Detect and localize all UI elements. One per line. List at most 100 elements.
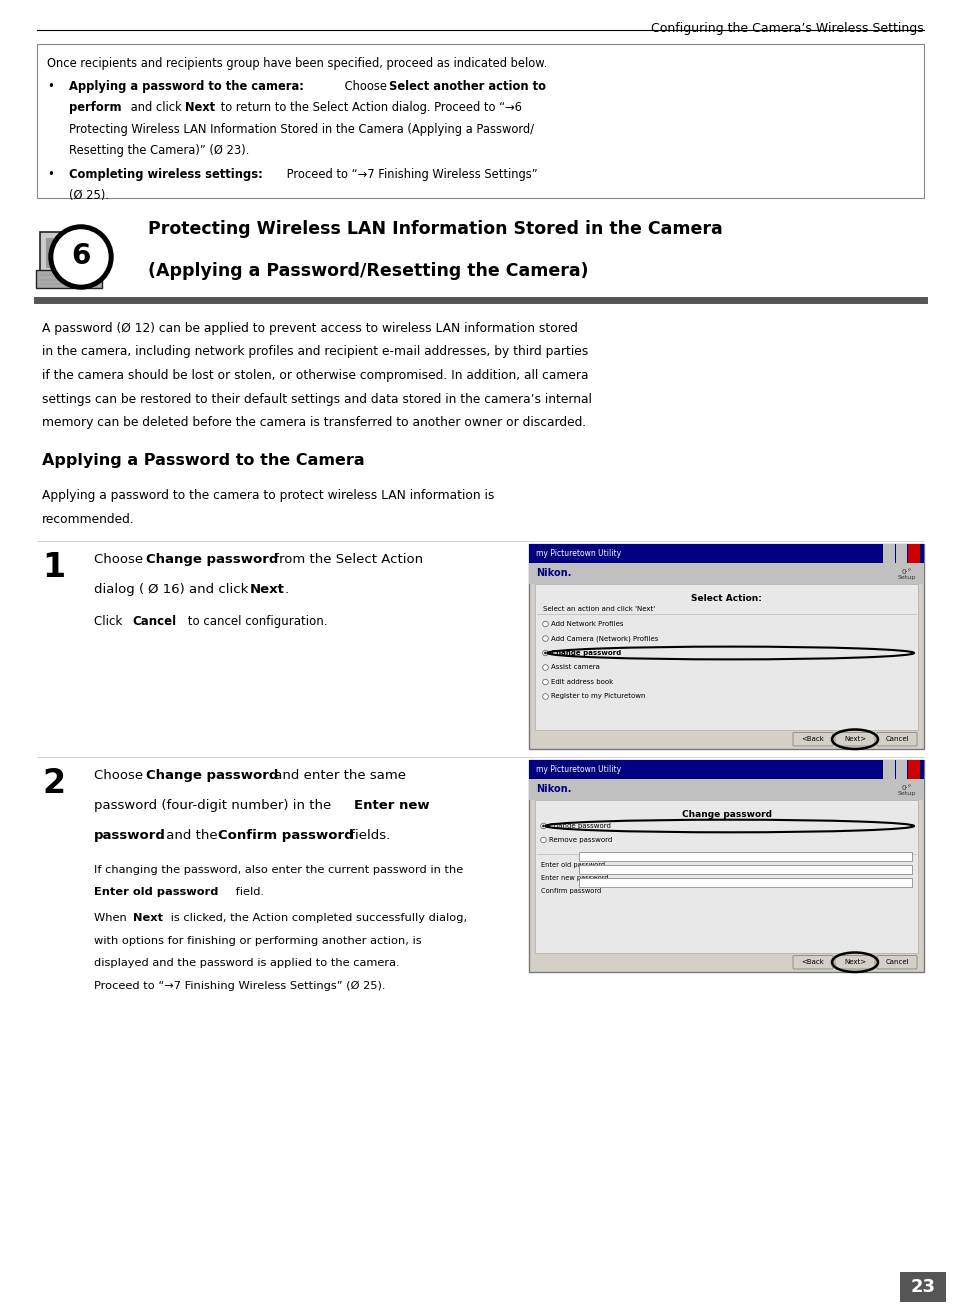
FancyBboxPatch shape	[792, 955, 832, 968]
Text: Enter new: Enter new	[354, 799, 429, 812]
Text: Protecting Wireless LAN Information Stored in the Camera (Applying a Password/: Protecting Wireless LAN Information Stor…	[69, 122, 534, 135]
Text: Add Network Profiles: Add Network Profiles	[551, 622, 623, 627]
Text: Proceed to “→7 Finishing Wireless Settings” (Ø 25).: Proceed to “→7 Finishing Wireless Settin…	[94, 982, 385, 991]
Text: Next: Next	[132, 913, 163, 924]
Text: from the Select Action: from the Select Action	[270, 553, 423, 566]
Bar	[895, 759, 906, 779]
Bar	[578, 878, 911, 887]
Text: 0·°: 0·°	[901, 569, 911, 574]
Text: settings can be restored to their default settings and data stored in the camera: settings can be restored to their defaul…	[42, 393, 591, 406]
Text: Enter new password: Enter new password	[541, 875, 608, 880]
Bar	[529, 562, 923, 583]
Text: field.: field.	[232, 887, 264, 897]
Text: Confirm password: Confirm password	[541, 888, 601, 894]
Text: Configuring the Camera’s Wireless Settings: Configuring the Camera’s Wireless Settin…	[651, 22, 923, 35]
Text: if the camera should be lost or stolen, or otherwise compromised. In addition, a: if the camera should be lost or stolen, …	[42, 369, 588, 382]
Bar	[529, 544, 923, 562]
Bar	[535, 583, 917, 731]
Text: Proceed to “→7 Finishing Wireless Settings”: Proceed to “→7 Finishing Wireless Settin…	[283, 168, 537, 181]
Text: to return to the Select Action dialog. Proceed to “→6: to return to the Select Action dialog. P…	[216, 101, 521, 114]
Text: Ø 16) and click: Ø 16) and click	[148, 583, 253, 597]
Bar	[907, 759, 919, 779]
Text: Remove password: Remove password	[549, 837, 612, 844]
Text: Protecting Wireless LAN Information Stored in the Camera: Protecting Wireless LAN Information Stor…	[148, 219, 722, 238]
Text: Change password: Change password	[549, 823, 611, 829]
Text: 0·°: 0·°	[901, 784, 911, 791]
Circle shape	[54, 230, 108, 284]
Bar	[529, 759, 923, 972]
Text: Change password: Change password	[146, 769, 278, 782]
FancyBboxPatch shape	[834, 732, 874, 746]
Bar	[529, 759, 923, 779]
Bar	[882, 759, 894, 779]
Text: Resetting the Camera)” (Ø 23).: Resetting the Camera)” (Ø 23).	[69, 145, 249, 158]
Circle shape	[542, 679, 548, 685]
Bar	[36, 269, 102, 288]
Text: When: When	[94, 913, 131, 924]
Text: (Ø 25).: (Ø 25).	[69, 189, 109, 202]
Text: displayed and the password is applied to the camera.: displayed and the password is applied to…	[94, 958, 399, 968]
Text: Register to my Picturetown: Register to my Picturetown	[551, 694, 645, 699]
FancyBboxPatch shape	[876, 732, 916, 746]
Text: in the camera, including network profiles and recipient e-mail addresses, by thi: in the camera, including network profile…	[42, 346, 588, 359]
Text: 6: 6	[71, 242, 91, 269]
Bar	[529, 544, 923, 749]
Text: Assist camera: Assist camera	[551, 665, 599, 670]
Circle shape	[543, 652, 546, 654]
Text: Select another action to: Select another action to	[389, 80, 545, 92]
Text: Enter old password: Enter old password	[541, 862, 605, 869]
Text: dialog (: dialog (	[94, 583, 144, 597]
Bar	[40, 233, 98, 273]
Text: and enter the same: and enter the same	[270, 769, 406, 782]
Text: A password (Ø 12) can be applied to prevent access to wireless LAN information s: A password (Ø 12) can be applied to prev…	[42, 322, 578, 335]
Bar	[529, 779, 923, 800]
Text: Nikon.: Nikon.	[536, 784, 571, 795]
Text: password (four-digit number) in the: password (four-digit number) in the	[94, 799, 335, 812]
Text: (Applying a Password/Resetting the Camera): (Applying a Password/Resetting the Camer…	[148, 261, 588, 280]
Text: password: password	[94, 829, 166, 842]
Circle shape	[542, 694, 548, 699]
Text: my Picturetown Utility: my Picturetown Utility	[536, 549, 621, 558]
Text: •: •	[47, 80, 53, 92]
Bar	[535, 800, 917, 953]
Circle shape	[49, 225, 112, 289]
FancyBboxPatch shape	[834, 955, 874, 968]
Circle shape	[542, 636, 548, 641]
Text: Change password: Change password	[551, 650, 621, 656]
Text: Applying a password to the camera to protect wireless LAN information is: Applying a password to the camera to pro…	[42, 490, 494, 502]
Text: Setup: Setup	[897, 576, 915, 579]
Text: Applying a password to the camera:: Applying a password to the camera:	[69, 80, 304, 92]
Text: Cancel: Cancel	[132, 615, 176, 628]
Text: Next>: Next>	[843, 736, 865, 742]
Text: Edit address book: Edit address book	[551, 679, 613, 685]
Circle shape	[542, 665, 548, 670]
Text: Enter old password: Enter old password	[94, 887, 218, 897]
Text: fields.: fields.	[346, 829, 390, 842]
Bar	[895, 544, 906, 562]
FancyBboxPatch shape	[876, 955, 916, 968]
Text: with options for finishing or performing another action, is: with options for finishing or performing…	[94, 936, 421, 946]
Text: Cancel: Cancel	[884, 736, 908, 742]
Text: 2: 2	[42, 767, 65, 800]
Text: Next: Next	[250, 583, 285, 597]
Text: Nikon.: Nikon.	[536, 569, 571, 578]
Bar	[578, 865, 911, 875]
Text: and the: and the	[162, 829, 222, 842]
Text: Completing wireless settings:: Completing wireless settings:	[69, 168, 262, 181]
Text: .: .	[285, 583, 289, 597]
Text: Next>: Next>	[843, 959, 865, 966]
Circle shape	[540, 837, 546, 842]
Text: Change password: Change password	[681, 809, 771, 819]
Circle shape	[540, 823, 546, 829]
Text: Confirm password: Confirm password	[218, 829, 354, 842]
Bar	[882, 544, 894, 562]
Text: Cancel: Cancel	[884, 959, 908, 966]
Circle shape	[541, 825, 544, 828]
Text: recommended.: recommended.	[42, 512, 134, 526]
Text: perform: perform	[69, 101, 121, 114]
Text: Select Action:: Select Action:	[691, 594, 761, 603]
Bar	[907, 544, 919, 562]
Text: to cancel configuration.: to cancel configuration.	[184, 615, 327, 628]
Text: Select an action and click 'Next': Select an action and click 'Next'	[543, 606, 655, 612]
Text: 23: 23	[909, 1279, 935, 1296]
